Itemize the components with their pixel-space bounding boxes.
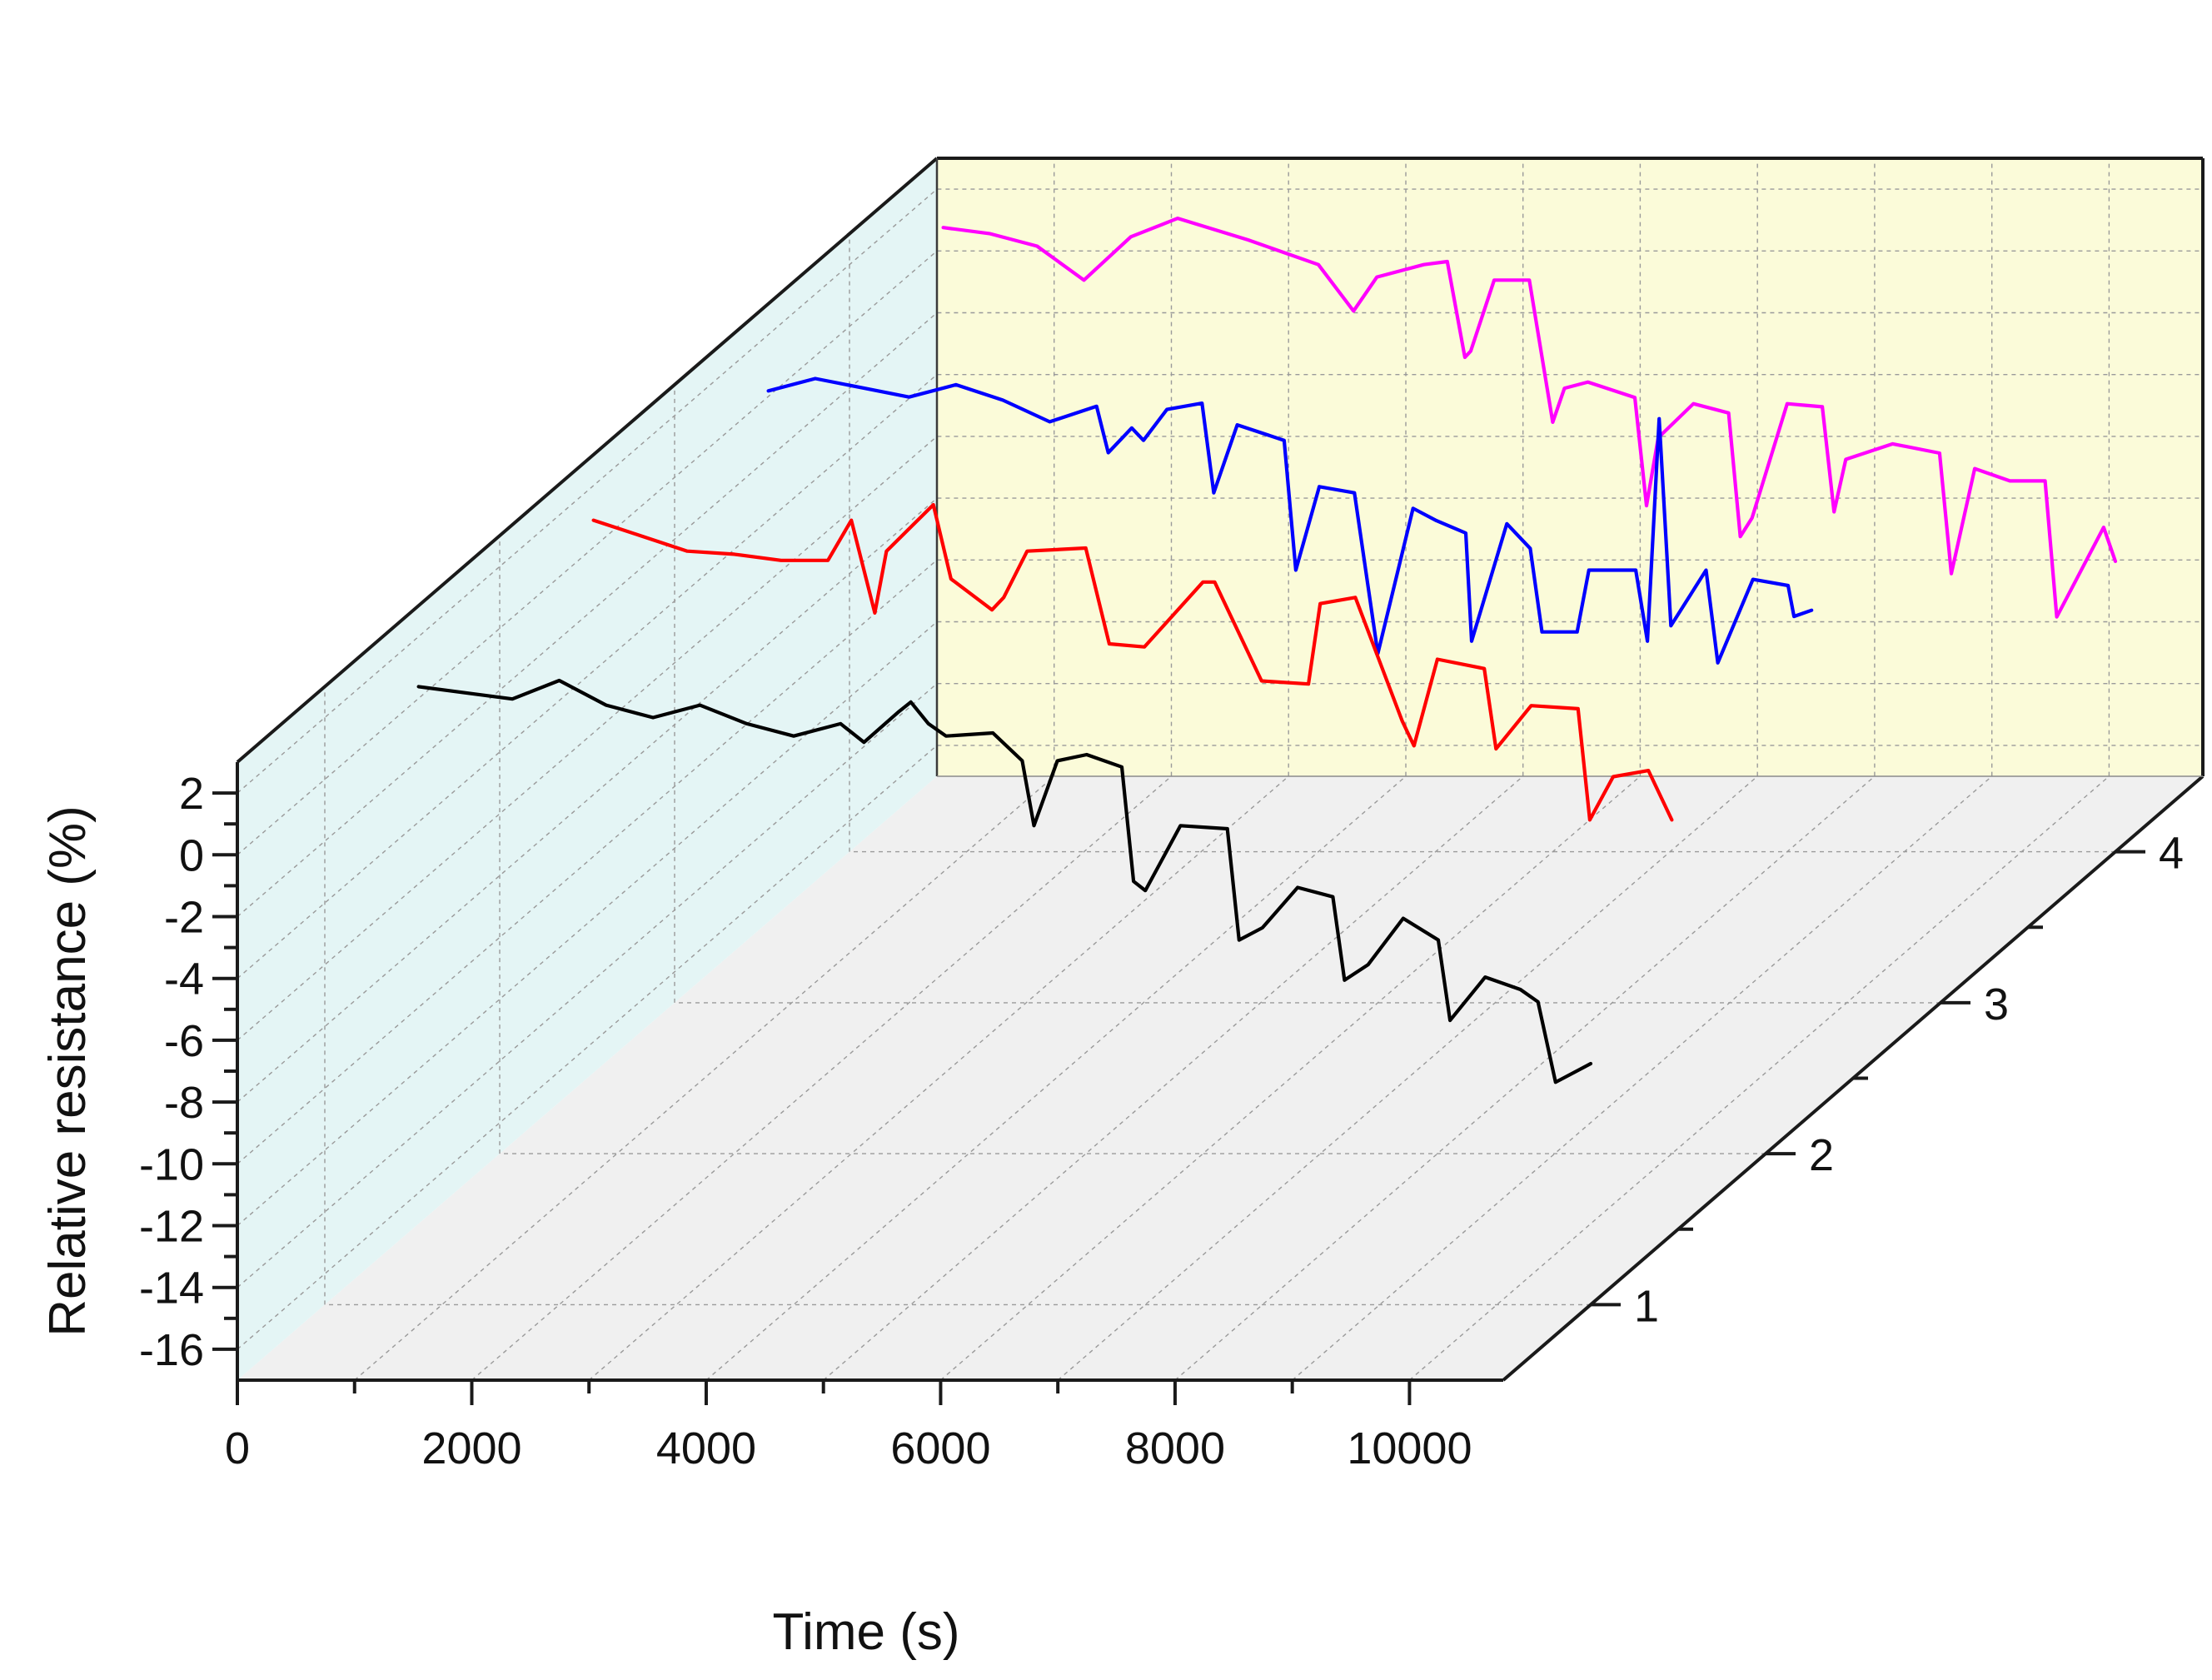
y-grid-line <box>237 436 2203 1041</box>
x-grid-line <box>1057 158 1758 1381</box>
z-grid-line <box>674 384 1940 1004</box>
y-grid-line <box>237 497 2203 1103</box>
x-grid-line <box>588 158 1289 1381</box>
x-grid-line <box>354 158 1055 1381</box>
x-grid-line <box>1174 158 1876 1381</box>
y-grid-line <box>237 374 2203 980</box>
y-tick-label: -12 <box>139 1202 204 1252</box>
y-tick-label: -6 <box>164 1016 204 1066</box>
series-line-1 <box>416 678 1593 1084</box>
y-tick-label: 0 <box>179 830 204 880</box>
floor-plane <box>237 776 2203 1380</box>
z-tick-label: 4 <box>2159 829 2184 879</box>
z-grid-line <box>324 686 1591 1306</box>
axis-labels: 0 2000 4000 6000 8000 10000 2 0 -2 -4 -6 -8 -10 -12 -1… <box>39 769 2184 1661</box>
y-tick-label: -16 <box>139 1325 204 1375</box>
y-grid-line <box>237 559 2203 1164</box>
y-grid-line <box>237 250 2203 855</box>
x-tick-label: 2000 <box>421 1423 521 1473</box>
x-tick-label: 10000 <box>1347 1423 1472 1473</box>
y-tick-label: -8 <box>164 1078 204 1128</box>
chart-walls <box>237 158 2203 1380</box>
x-tick-label: 6000 <box>890 1423 990 1473</box>
x-grid-line <box>471 158 1173 1381</box>
z-grid-line <box>849 233 2115 853</box>
series-line-2 <box>591 502 1674 822</box>
y-axis-title: Relative resistance (%) <box>39 805 97 1336</box>
x-grid-line <box>705 158 1407 1381</box>
series-lines <box>416 217 2118 1084</box>
z-tick-label: 1 <box>1634 1281 1659 1331</box>
grid-lines <box>237 158 2203 1381</box>
x-grid-line <box>939 158 1642 1381</box>
y-grid-line <box>237 621 2203 1227</box>
x-grid-line <box>1292 158 1993 1381</box>
z-tick-label: 2 <box>1809 1130 1834 1180</box>
y-tick-label: -2 <box>164 893 204 943</box>
z-grid-line <box>499 536 1766 1154</box>
y-grid-line <box>237 745 2203 1350</box>
x-grid-line <box>1408 158 2110 1381</box>
y-tick-label: -4 <box>164 955 204 1005</box>
y-grid-line <box>237 188 2203 794</box>
x-grid-line <box>823 158 1524 1381</box>
frame-edge <box>236 157 939 764</box>
z-tick-label: 3 <box>1984 980 2009 1029</box>
x-tick-label: 0 <box>225 1423 250 1473</box>
back-wall <box>937 158 2203 776</box>
y-grid-line <box>237 312 2203 918</box>
series-line-4 <box>941 217 2118 619</box>
axes <box>212 157 2205 1405</box>
y-tick-label: 2 <box>179 769 204 819</box>
y-grid-line <box>237 683 2203 1289</box>
x-tick-label: 4000 <box>656 1423 756 1473</box>
x-axis-title: Time (s) <box>773 1603 960 1661</box>
y-tick-label: -14 <box>139 1264 204 1314</box>
x-tick-label: 8000 <box>1125 1423 1225 1473</box>
y-tick-label: -10 <box>139 1139 204 1189</box>
